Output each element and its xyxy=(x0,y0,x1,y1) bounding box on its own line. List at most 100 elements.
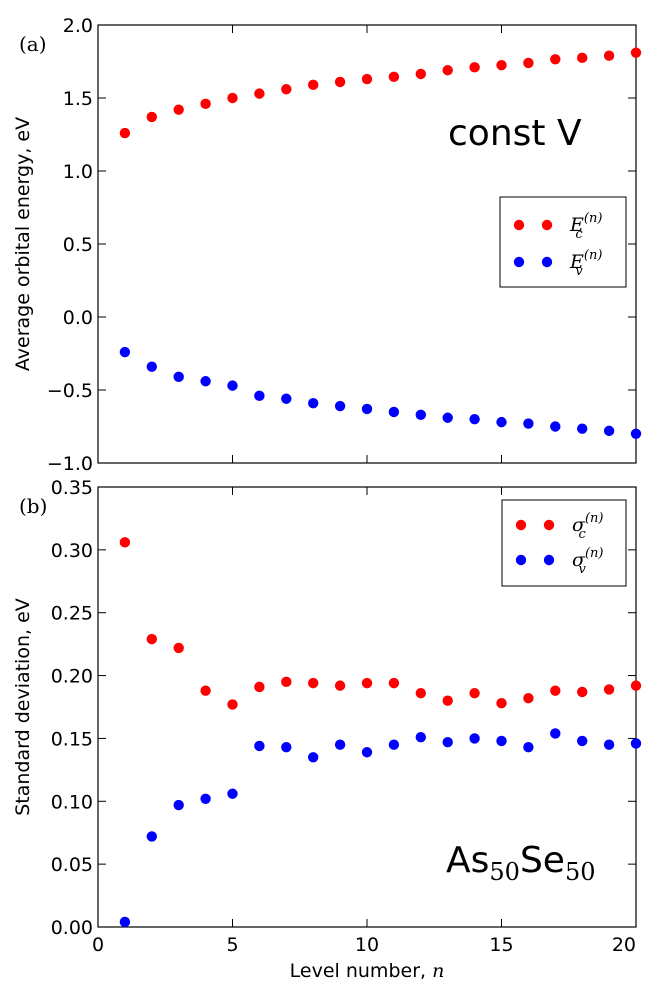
x-tick-label: 15 xyxy=(489,934,513,956)
data-point xyxy=(630,428,642,439)
data-point xyxy=(388,71,400,83)
data-point xyxy=(254,88,265,99)
data-point xyxy=(415,409,426,421)
data-point xyxy=(173,104,184,115)
data-point xyxy=(550,728,561,739)
legend-label: E(n) c xyxy=(569,211,602,242)
y-tick-label: 0.5 xyxy=(63,234,93,256)
data-point xyxy=(281,742,292,753)
data-point xyxy=(200,685,211,696)
data-point xyxy=(361,73,373,85)
series-c xyxy=(119,47,642,139)
data-point xyxy=(630,47,642,58)
y-tick-label: −0.5 xyxy=(47,380,93,402)
data-point xyxy=(334,680,346,691)
data-point xyxy=(146,111,157,123)
data-point xyxy=(603,425,615,437)
data-point xyxy=(388,406,400,418)
data-point xyxy=(200,98,211,110)
data-point xyxy=(496,416,507,428)
y-tick-label: 0.10 xyxy=(51,791,93,813)
data-point xyxy=(254,740,265,752)
y-tick-label: 0.25 xyxy=(51,603,93,625)
legend-label: E(n) v xyxy=(569,248,602,279)
x-tick-label: 5 xyxy=(226,934,238,956)
data-point xyxy=(200,793,211,804)
data-point xyxy=(496,698,507,709)
data-point xyxy=(442,737,453,748)
panel-label: (b) xyxy=(19,494,47,518)
data-point xyxy=(550,685,561,696)
data-point xyxy=(200,376,211,387)
data-point xyxy=(523,742,534,753)
data-point xyxy=(523,693,534,704)
legend-marker xyxy=(513,219,525,231)
data-point xyxy=(254,681,265,693)
y-tick-label: 0.30 xyxy=(51,540,93,562)
series-v xyxy=(119,728,642,928)
data-point xyxy=(119,916,131,928)
data-point xyxy=(630,738,642,749)
data-point xyxy=(119,537,131,548)
data-point xyxy=(388,739,400,750)
legend-marker xyxy=(515,554,527,566)
data-point xyxy=(630,680,642,691)
x-tick-label: 10 xyxy=(355,934,379,956)
data-point xyxy=(334,739,346,750)
panel-b: 0.00 0.05 0.10 0.15 0.20 0.25 0.30 0.35 0 5 10 15 20… xyxy=(12,477,642,982)
y-tick-label: 1.5 xyxy=(63,88,93,110)
data-point xyxy=(119,127,131,139)
panel-a: −1.0 −0.5 0.0 0.5 1.0 1.5 2.0 Average orbital e… xyxy=(12,15,642,475)
data-point xyxy=(442,695,453,706)
legend-marker xyxy=(515,519,527,531)
data-point xyxy=(361,677,373,689)
data-point xyxy=(308,677,319,689)
data-point xyxy=(415,68,426,80)
legend-label: σ(n) c xyxy=(572,511,604,542)
y-tick-label: 0.0 xyxy=(63,307,93,329)
data-point xyxy=(469,414,480,425)
data-point xyxy=(523,418,534,429)
data-point xyxy=(308,397,319,409)
composition-label: As50Se50 xyxy=(446,840,595,886)
data-point xyxy=(146,831,157,842)
x-tick-label: 0 xyxy=(92,934,104,956)
data-point xyxy=(442,412,453,423)
data-point xyxy=(415,731,426,743)
series-c xyxy=(119,537,642,710)
data-point xyxy=(469,687,480,699)
data-point xyxy=(550,54,561,65)
annotation-label: const V xyxy=(448,113,582,154)
legend-marker xyxy=(543,554,555,566)
data-point xyxy=(361,403,373,415)
series-v xyxy=(119,346,642,439)
data-point xyxy=(415,687,426,699)
data-point xyxy=(227,699,238,710)
data-point xyxy=(254,390,265,402)
panel-label: (a) xyxy=(19,32,47,56)
data-point xyxy=(173,799,184,811)
data-point xyxy=(281,84,292,95)
data-point xyxy=(550,421,561,432)
data-point xyxy=(119,346,131,358)
y-tick-label: 0.15 xyxy=(51,728,93,750)
data-point xyxy=(577,423,588,434)
data-point xyxy=(334,400,346,412)
legend-marker xyxy=(513,256,525,268)
data-point xyxy=(227,788,238,799)
y-tick-label: 1.0 xyxy=(63,161,93,183)
data-point xyxy=(146,633,157,645)
x-axis-label: Level number, n xyxy=(290,960,445,982)
y-tick-label: 0.00 xyxy=(51,917,93,939)
data-point xyxy=(577,686,588,698)
data-point xyxy=(173,371,184,383)
y-tick-label: 2.0 xyxy=(63,15,93,37)
data-point xyxy=(603,684,615,695)
data-point xyxy=(334,76,346,88)
x-tick-label: 20 xyxy=(612,934,636,956)
data-point xyxy=(227,92,238,104)
legend-marker xyxy=(541,256,553,268)
y-tick-label: 0.05 xyxy=(51,854,93,876)
data-point xyxy=(577,735,588,747)
